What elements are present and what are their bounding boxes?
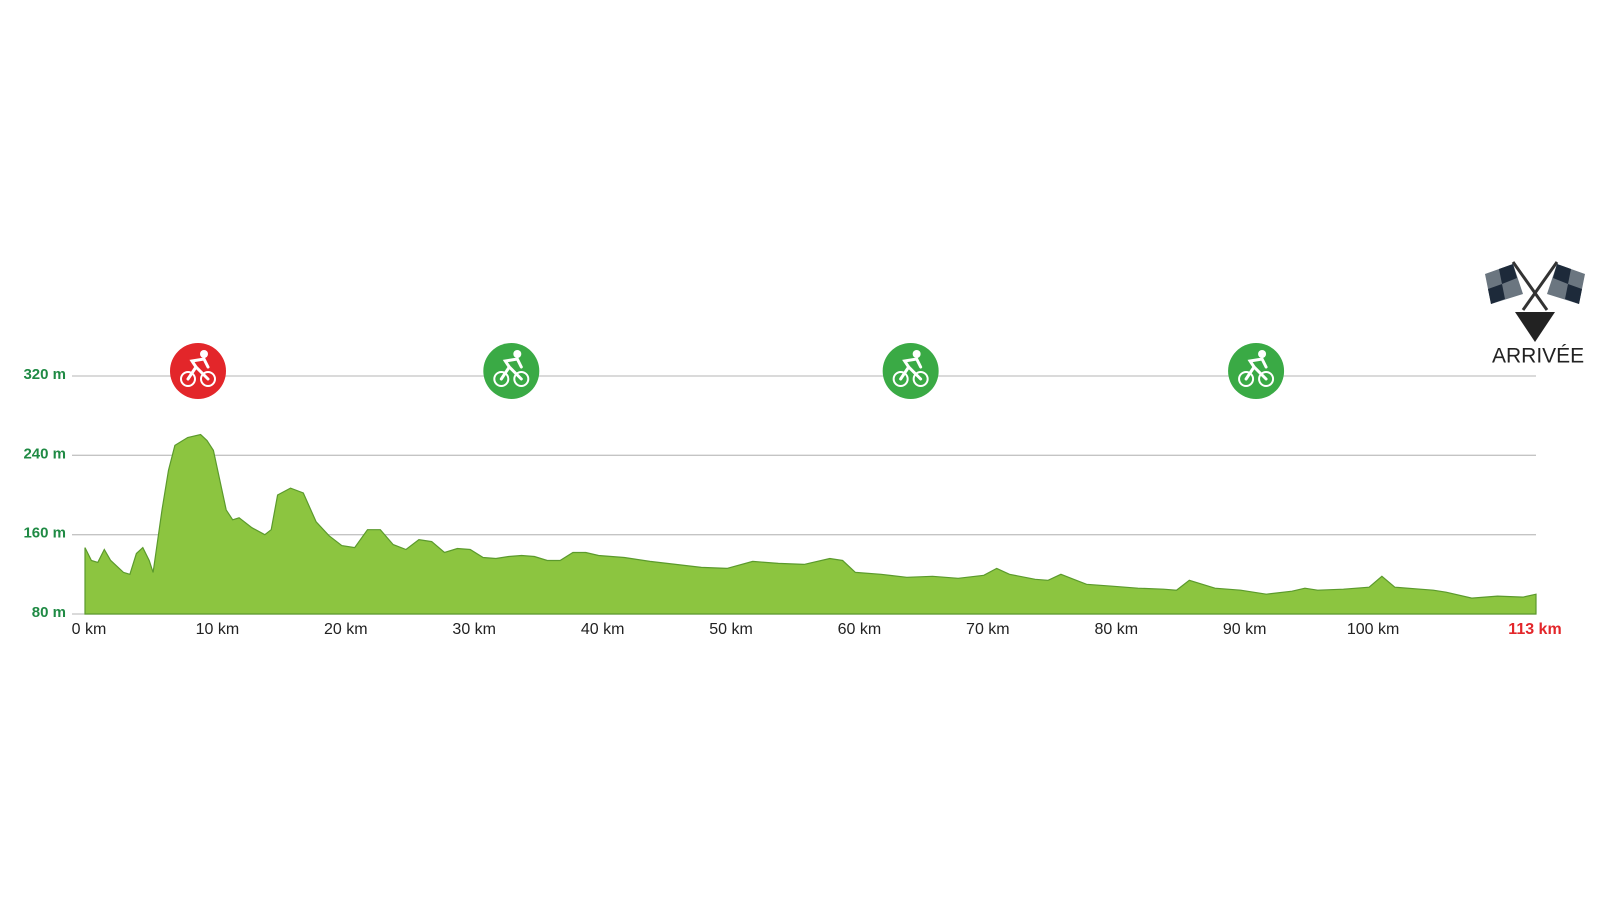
x-tick-label: 0 km bbox=[72, 621, 107, 638]
wheel bbox=[513, 371, 530, 387]
wheel bbox=[892, 371, 909, 387]
x-tick-label: 90 km bbox=[1223, 621, 1267, 638]
x-tick-label: 10 km bbox=[196, 621, 240, 638]
wheel bbox=[199, 371, 216, 387]
y-tick-label: 240 m bbox=[23, 445, 66, 462]
rider bbox=[1244, 357, 1268, 381]
wheel bbox=[912, 371, 929, 387]
x-tick-label: 20 km bbox=[324, 621, 368, 638]
sprint-marker bbox=[169, 343, 226, 399]
x-tick-label: 80 km bbox=[1094, 621, 1138, 638]
rider-head bbox=[513, 350, 522, 358]
elevation-area bbox=[84, 433, 1537, 615]
x-tick-label: 100 km bbox=[1347, 621, 1399, 638]
wheel bbox=[493, 371, 510, 387]
rider bbox=[499, 357, 523, 381]
finish-label: ARRIVÉE bbox=[1492, 345, 1584, 368]
x-tick-label: 50 km bbox=[709, 621, 753, 638]
x-tick-label: 30 km bbox=[452, 621, 496, 638]
rider bbox=[899, 357, 923, 381]
sprint-marker bbox=[882, 343, 939, 399]
wheel bbox=[1258, 371, 1275, 387]
wheel bbox=[179, 371, 196, 387]
wheel bbox=[1238, 371, 1255, 387]
y-tick-label: 160 m bbox=[23, 525, 66, 542]
rider-head bbox=[1258, 350, 1267, 358]
x-tick-label: 113 km bbox=[1508, 621, 1561, 638]
y-tick-label: 80 m bbox=[32, 604, 66, 621]
rider-head bbox=[199, 350, 208, 358]
x-tick-label: 60 km bbox=[838, 621, 882, 638]
sprint-marker bbox=[1228, 343, 1285, 399]
x-tick-label: 70 km bbox=[966, 621, 1010, 638]
rider bbox=[186, 357, 210, 381]
y-tick-label: 320 m bbox=[23, 366, 66, 383]
sprint-marker bbox=[483, 343, 540, 399]
rider-head bbox=[912, 350, 921, 358]
x-tick-label: 40 km bbox=[581, 621, 625, 638]
finish-flag bbox=[1485, 261, 1585, 342]
